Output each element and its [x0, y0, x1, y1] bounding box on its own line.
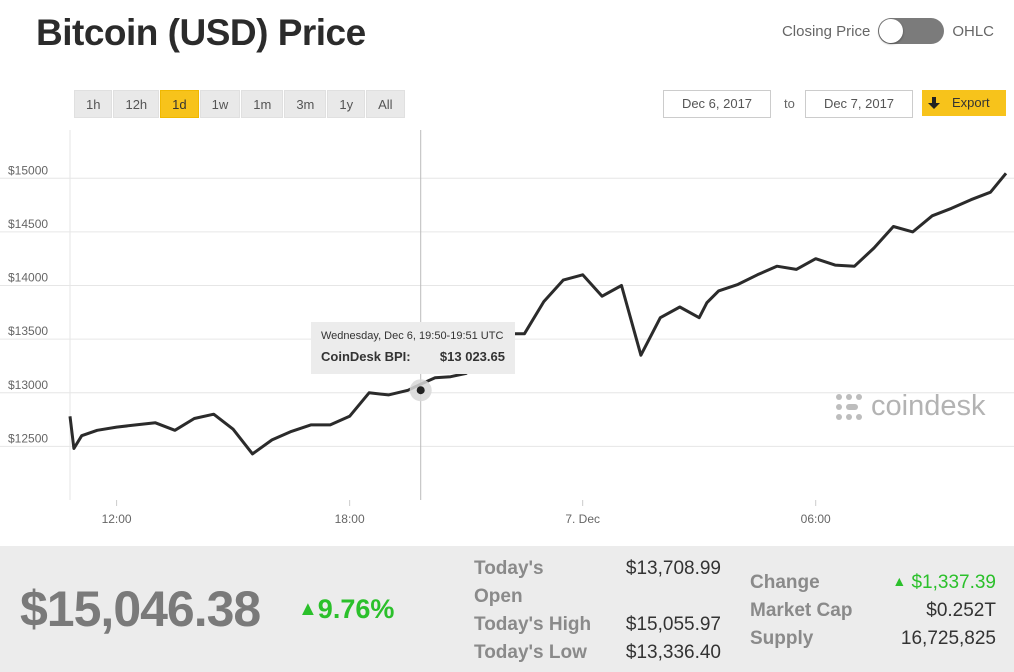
- x-tick-label: 12:00: [102, 512, 132, 526]
- range-button-1w[interactable]: 1w: [199, 90, 241, 118]
- date-from-input[interactable]: Dec 6, 2017: [663, 90, 771, 118]
- export-label: Export: [952, 95, 990, 110]
- today-open-value: $13,708.99: [625, 558, 721, 579]
- range-buttons: 1h 12h 1d 1w 1m 3m 1y All: [74, 90, 405, 118]
- market-cap-value: $0.252T: [926, 600, 996, 621]
- price-chart[interactable]: $15000 $14500 $14000 $13500 $13000 $12500 12:…: [0, 125, 1014, 535]
- change-amount: $1,337.39: [911, 572, 996, 593]
- export-button[interactable]: Export: [922, 90, 1006, 116]
- watermark-text: coindesk: [871, 390, 986, 422]
- x-tick-label: 18:00: [335, 512, 365, 526]
- change-label: Change: [750, 572, 820, 593]
- ohlc-label: OHLC: [952, 22, 994, 40]
- coindesk-watermark: coindesk: [833, 390, 985, 423]
- range-button-1m[interactable]: 1m: [241, 90, 284, 118]
- change-percent-value: 9.76%: [317, 594, 395, 624]
- y-tick-label: $13500: [8, 324, 48, 338]
- price-series-line: [68, 172, 1008, 456]
- summary-panel: $15,046.38 ▲9.76% Today's Open $13,708.9…: [0, 546, 1014, 672]
- today-high-label: Today's High: [474, 614, 592, 635]
- coindesk-logo-icon: [836, 393, 862, 420]
- change-percent: ▲9.76%: [298, 594, 394, 625]
- tooltip-time: Wednesday, Dec 6, 19:50-19:51 UTC: [321, 330, 504, 342]
- change-up-triangle-icon: ▲: [892, 573, 907, 589]
- tooltip-value: $13 023.65: [439, 349, 505, 364]
- price-mode-toggle[interactable]: [878, 18, 945, 44]
- tooltip-label: CoinDesk BPI:: [321, 349, 411, 364]
- y-tick-label: $14000: [8, 271, 48, 285]
- range-button-1h[interactable]: 1h: [74, 90, 113, 118]
- date-to-input[interactable]: Dec 7, 2017: [805, 90, 913, 118]
- page-title: Bitcoin (USD) Price: [36, 12, 366, 53]
- range-button-all[interactable]: All: [366, 90, 405, 118]
- market-cap-label: Market Cap: [750, 600, 853, 621]
- supply-value: 16,725,825: [900, 628, 996, 649]
- hover-point[interactable]: [416, 386, 425, 395]
- y-tick-label: $15000: [8, 163, 48, 177]
- date-to-label: to: [784, 96, 795, 111]
- today-high-value: $15,055.97: [625, 614, 721, 635]
- x-tick-label: 7. Dec: [565, 512, 600, 526]
- range-button-3m[interactable]: 3m: [284, 90, 327, 118]
- today-low-label: Today's Low: [474, 642, 587, 663]
- download-arrow-icon: [928, 96, 940, 109]
- price-mode-toggle-group: Closing Price OHLC: [782, 18, 994, 44]
- range-button-1d[interactable]: 1d: [160, 90, 199, 118]
- y-axis-tick-labels: $15000 $14500 $14000 $13500 $13000 $12500: [8, 163, 48, 445]
- today-open-label-line2: Open: [474, 586, 523, 607]
- range-button-1y[interactable]: 1y: [327, 90, 366, 118]
- y-tick-label: $12500: [8, 431, 48, 445]
- chart-tooltip: Wednesday, Dec 6, 19:50-19:51 UTC CoinDe…: [311, 322, 515, 374]
- supply-label: Supply: [750, 628, 814, 649]
- change-value: ▲ $1,337.39: [860, 572, 996, 594]
- range-button-12h[interactable]: 12h: [113, 90, 160, 118]
- up-triangle-icon: ▲: [298, 598, 318, 620]
- chart-gridlines: [0, 130, 1014, 500]
- current-price: $15,046.38: [20, 581, 261, 637]
- x-tick-label: 06:00: [801, 512, 831, 526]
- toggle-knob: [879, 19, 904, 43]
- y-tick-label: $13000: [8, 378, 48, 392]
- today-open-label-line1: Today's: [474, 558, 544, 579]
- y-tick-label: $14500: [8, 217, 48, 231]
- closing-price-label: Closing Price: [781, 22, 871, 40]
- x-axis-tick-labels: 12:00 18:00 7. Dec 06:00: [102, 500, 831, 526]
- today-low-value: $13,336.40: [625, 642, 721, 663]
